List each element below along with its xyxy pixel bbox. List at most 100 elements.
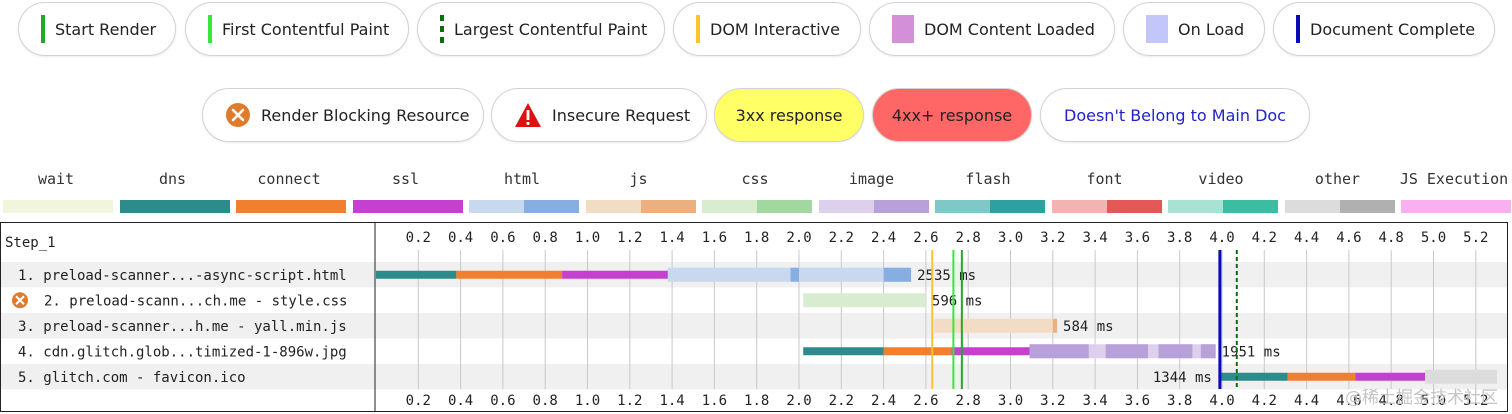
- request-download-chunk: [1200, 344, 1216, 359]
- x-tick-label-top: 0.2: [406, 230, 431, 246]
- milestone-largest-contentful-paint: Largest Contentful Paint: [417, 2, 665, 56]
- indicator-4xx-response: 4xx+ response: [872, 88, 1032, 142]
- legend-swatch-image: [818, 200, 929, 213]
- x-tick-label-top: 1.4: [659, 230, 684, 246]
- x-tick-label-top: 2.2: [829, 230, 854, 246]
- x-tick-label-top: 0.4: [448, 230, 473, 246]
- milestone-dom-content-loaded: DOM Content Loaded: [869, 2, 1115, 56]
- x-tick-label-bottom: 1.2: [617, 393, 642, 409]
- x-tick-label-top: 2.4: [871, 230, 896, 246]
- legend-swatch-other: [1284, 200, 1395, 213]
- waterfall-frame: [0, 222, 1508, 412]
- x-tick-label-top: 5.0: [1421, 230, 1446, 246]
- x-tick-label-bottom: 3.6: [1125, 393, 1150, 409]
- request-phase-wait: [803, 293, 926, 308]
- indicator-not-main-doc: Doesn't Belong to Main Doc: [1040, 88, 1310, 142]
- indicator-render-blocking: Render Blocking Resource: [202, 88, 484, 142]
- legend-swatch-wait: [3, 200, 113, 213]
- x-tick-label-bottom: 3.0: [998, 393, 1023, 409]
- legend-label-flash: flash: [965, 170, 1011, 188]
- x-tick-label-top: 2.8: [956, 230, 981, 246]
- x-tick-label-top: 4.4: [1294, 230, 1319, 246]
- x-tick-label-bottom: 3.2: [1040, 393, 1065, 409]
- x-tick-label-bottom: 4.4: [1294, 393, 1319, 409]
- indicator-label: Render Blocking Resource: [261, 105, 470, 125]
- fcp-swatch-icon: [208, 15, 212, 43]
- x-tick-label-top: 3.6: [1125, 230, 1150, 246]
- x-tick-label-bottom: 2.6: [913, 393, 938, 409]
- x-tick-label-top: 2.6: [913, 230, 938, 246]
- waterfall-chart: 0.2 0.2 0.4 0.4 0.6 0.6 0.8 0.8 1.0 1.0 1.2 1.2 1.4 1…: [1, 222, 1507, 412]
- request-duration: 1951 ms: [1222, 344, 1281, 360]
- x-tick-label-bottom: 2.8: [956, 393, 981, 409]
- legend-swatch-js-execution: [1401, 200, 1511, 213]
- legend-swatch-css: [702, 200, 812, 213]
- render-blocking-icon: [226, 103, 250, 127]
- legend-swatch-js: [585, 200, 696, 213]
- step-label: Step_1: [5, 235, 56, 251]
- request-phase-download: [790, 267, 909, 282]
- legend-label-css: css: [741, 170, 769, 188]
- legend-label-dns: dns: [158, 170, 187, 188]
- milestone-label: On Load: [1178, 19, 1245, 39]
- lcp-swatch-icon: [440, 15, 444, 43]
- request-duration: 2535 ms: [917, 268, 976, 284]
- request-download-chunk: [790, 267, 799, 282]
- legend-label-js-execution: JS Execution: [1399, 170, 1509, 188]
- milestone-dom-interactive: DOM Interactive: [673, 2, 861, 56]
- request-download-chunk: [1052, 318, 1058, 333]
- x-tick-label-bottom: 4.2: [1252, 393, 1277, 409]
- request-phase-ssl: [951, 347, 1030, 356]
- x-tick-label-bottom: 0.8: [533, 393, 558, 409]
- request-download-chunk: [1029, 344, 1089, 359]
- x-tick-label-bottom: 5.0: [1421, 393, 1446, 409]
- legend-label-font: font: [1086, 170, 1123, 188]
- onload-swatch-icon: [1146, 15, 1168, 43]
- legend-swatch-ssl: [352, 200, 463, 213]
- request-phase-dns: [376, 270, 457, 279]
- x-tick-label-top: 5.2: [1463, 230, 1488, 246]
- request-label: 4. cdn.glitch.glob...timized-1-896w.jpg: [18, 344, 347, 360]
- x-tick-label-bottom: 5.2: [1463, 393, 1488, 409]
- render-blocking-icon-cross: [15, 295, 25, 305]
- legend-label-js: js: [629, 170, 648, 188]
- x-tick-label-top: 3.8: [1167, 230, 1192, 246]
- x-tick-label-top: 2.0: [786, 230, 811, 246]
- x-tick-label-bottom: 2.4: [871, 393, 896, 409]
- indicator-legend: Render Blocking Resource Insecure Reques…: [0, 88, 1512, 146]
- x-tick-label-top: 4.0: [1209, 230, 1234, 246]
- legend-label-ssl: ssl: [391, 170, 420, 188]
- request-phase-ssl: [562, 270, 668, 279]
- legend-label-wait: wait: [37, 170, 75, 188]
- row-background: [1, 313, 1507, 339]
- request-label: 1. preload-scanner...-async-script.html: [18, 268, 347, 284]
- watermark: @稀土掘金技术社区: [1345, 388, 1498, 408]
- request-duration: 584 ms: [1063, 319, 1114, 335]
- request-label: 2. preload-scann...ch.me - style.css: [44, 293, 347, 309]
- milestone-start-render: Start Render: [18, 2, 176, 56]
- document-complete-swatch-icon: [1296, 15, 1300, 43]
- x-tick-label-top: 1.8: [744, 230, 769, 246]
- dom-interactive-swatch-icon: [696, 15, 700, 43]
- indicator-insecure-request: Insecure Request: [491, 88, 707, 142]
- request-download-chunk: [883, 267, 912, 282]
- render-blocking-icon: [12, 292, 28, 309]
- request-phase-dns: [803, 347, 884, 356]
- milestone-label: DOM Content Loaded: [924, 19, 1095, 39]
- legend-swatch-video: [1168, 200, 1278, 213]
- x-tick-label-top: 3.0: [998, 230, 1023, 246]
- request-duration: 1344 ms: [1153, 370, 1212, 386]
- x-tick-label-top: 1.0: [575, 230, 600, 246]
- x-tick-label-top: 1.6: [702, 230, 727, 246]
- legend-swatch-dns: [119, 200, 230, 213]
- legend-swatch-html: [469, 200, 579, 213]
- milestone-label: DOM Interactive: [710, 19, 840, 39]
- dcl-swatch-icon: [892, 15, 914, 43]
- x-tick-label-top: 1.2: [617, 230, 642, 246]
- request-duration: 596 ms: [932, 293, 983, 309]
- milestone-document-complete: Document Complete: [1273, 2, 1495, 56]
- indicator-label: 3xx response: [735, 105, 843, 125]
- x-tick-label-bottom: 0.6: [490, 393, 515, 409]
- milestone-on-load: On Load: [1123, 2, 1265, 56]
- x-tick-label-bottom: 4.6: [1336, 393, 1361, 409]
